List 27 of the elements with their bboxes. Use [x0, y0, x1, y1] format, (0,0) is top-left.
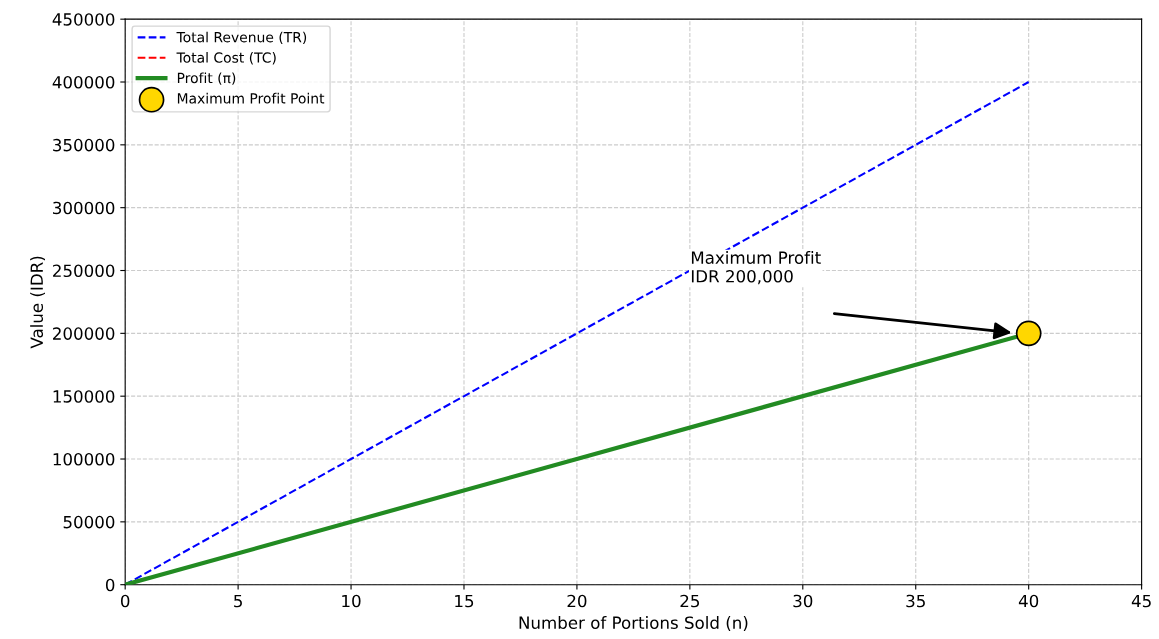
legend-label: Maximum Profit Point	[177, 92, 325, 104]
x-tick-label: 40	[1018, 594, 1039, 608]
x-axis-title: Number of Portions Sold (n)	[519, 616, 748, 631]
y-axis-title: Value (IDR)	[30, 256, 45, 349]
legend-label: Total Revenue (TR)	[176, 31, 307, 45]
y-tick-label: 450000	[52, 13, 115, 26]
y-tick-label: 350000	[53, 138, 115, 152]
x-tick-label: 5	[234, 594, 242, 608]
x-tick-label: 20	[567, 594, 587, 608]
y-tick-label: 400000	[52, 75, 115, 89]
x-tick-label: 25	[680, 594, 700, 608]
y-tick-label: 200000	[53, 327, 115, 340]
y-tick-label: 100000	[53, 452, 115, 466]
x-tick-label: 45	[1131, 594, 1151, 608]
x-tick-label: 0	[120, 594, 130, 608]
x-tick-label: 10	[342, 594, 361, 608]
legend-label: Profit (π)	[177, 72, 236, 85]
x-tick-label: 30	[793, 594, 813, 608]
annotation: Maximum Profit IDR 200,000	[691, 251, 821, 285]
y-tick-label: 150000	[53, 390, 115, 403]
y-tick-label: 50000	[63, 515, 115, 529]
x-tick-label: 15	[455, 594, 474, 608]
x-tick-label: 35	[906, 594, 925, 608]
y-tick-label: 0	[105, 578, 115, 592]
y-tick-label: 250000	[53, 264, 115, 278]
legend-label: Total Cost (TC)	[176, 52, 276, 65]
y-tick-label: 300000	[53, 201, 115, 215]
